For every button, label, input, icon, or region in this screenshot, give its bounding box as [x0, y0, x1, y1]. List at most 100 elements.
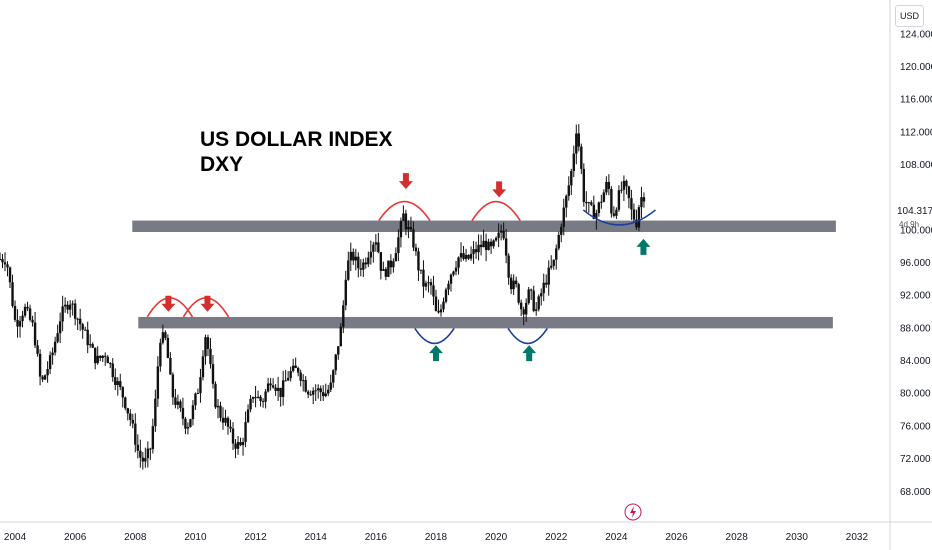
candle-body-100 — [249, 398, 252, 410]
candle-body-222 — [555, 248, 558, 260]
candle-body-252 — [630, 198, 633, 210]
candle-body-78 — [194, 393, 197, 406]
candle-body-168 — [419, 269, 423, 271]
candle-body-73 — [181, 407, 185, 419]
candle-body-151 — [377, 242, 380, 253]
candle-body-52 — [129, 413, 132, 420]
candle-body-125 — [312, 390, 315, 395]
buy-arrow-5 — [428, 345, 443, 362]
x-tick-label-2004: 2004 — [4, 532, 27, 543]
candle-body-248 — [620, 189, 623, 191]
candle-body-79 — [196, 393, 200, 395]
candle-body-46 — [114, 377, 117, 385]
candle-body-202 — [504, 238, 508, 256]
y-tick-label-112.000: 112.000 — [900, 127, 932, 138]
candle-body-49 — [121, 387, 124, 398]
candle-body-144 — [359, 268, 363, 270]
candle-body-174 — [434, 296, 438, 311]
candle-body-75 — [186, 426, 190, 429]
candle-body-84 — [209, 348, 212, 365]
candle-body-184 — [459, 253, 463, 258]
candle-body-0 — [0, 258, 2, 260]
candle-body-115 — [286, 378, 290, 381]
candle-body-178 — [444, 289, 448, 302]
x-tick-label-2020: 2020 — [485, 532, 508, 543]
x-tick-label-2032: 2032 — [846, 532, 869, 543]
candle-body-107 — [266, 383, 270, 392]
candle-body-140 — [349, 251, 352, 261]
candle-body-130 — [324, 393, 327, 397]
candle-body-10 — [23, 306, 27, 316]
candle-body-228 — [570, 170, 573, 186]
candle-body-123 — [306, 391, 310, 395]
candle-body-106 — [264, 391, 267, 402]
candle-body-89 — [221, 417, 225, 423]
chart-subtitle: DXY — [200, 153, 243, 176]
candle-body-240 — [600, 201, 603, 203]
candle-body-92 — [229, 426, 232, 429]
candle-body-167 — [417, 251, 420, 271]
candle-body-57 — [141, 457, 145, 462]
candle-body-11 — [26, 306, 29, 309]
candle-body-85 — [211, 364, 215, 384]
candle-body-152 — [379, 252, 383, 271]
candle-body-96 — [239, 442, 242, 446]
candle-body-181 — [452, 271, 455, 275]
candle-body-250 — [625, 180, 628, 187]
candle-body-244 — [610, 188, 613, 214]
support-arc-7 — [582, 209, 656, 226]
candle-body-28 — [68, 304, 72, 310]
candle-body-148 — [369, 251, 373, 258]
candle-body-120 — [299, 372, 302, 381]
candle-body-217 — [542, 282, 545, 294]
candle-body-230 — [575, 133, 578, 154]
candle-body-211 — [527, 289, 530, 304]
candle-body-76 — [189, 419, 192, 427]
candle-body-70 — [174, 397, 177, 405]
candle-body-126 — [314, 390, 317, 392]
candle-body-236 — [590, 202, 593, 205]
candle-body-110 — [274, 387, 277, 391]
candle-body-154 — [384, 269, 388, 277]
candle-body-195 — [487, 241, 490, 250]
candle-body-224 — [560, 226, 563, 235]
candle-body-171 — [427, 282, 430, 284]
x-tick-label-2006: 2006 — [64, 532, 87, 543]
candle-body-155 — [387, 260, 390, 277]
key-level-zone-1 — [132, 220, 836, 232]
candle-body-56 — [139, 450, 142, 458]
candle-body-193 — [482, 240, 485, 248]
candle-body-175 — [437, 310, 440, 313]
candle-body-59 — [146, 448, 150, 459]
candle-body-74 — [184, 418, 187, 429]
candle-body-5 — [11, 282, 14, 306]
candle-body-71 — [176, 401, 180, 405]
candle-body-227 — [567, 185, 570, 196]
candle-body-44 — [109, 363, 112, 365]
candle-body-94 — [234, 443, 237, 449]
buy-arrow-7 — [636, 238, 651, 255]
candle-body-27 — [66, 304, 69, 310]
y-tick-label-92.000: 92.000 — [900, 291, 931, 302]
candle-body-103 — [256, 396, 260, 399]
candle-body-129 — [322, 392, 325, 397]
candle-body-25 — [61, 306, 64, 322]
candle-body-206 — [514, 280, 518, 285]
candle-body-150 — [374, 242, 378, 245]
candle-body-208 — [519, 302, 523, 310]
candle-body-254 — [635, 219, 638, 228]
currency-selector[interactable]: USD — [895, 5, 924, 27]
candle-body-186 — [464, 254, 468, 259]
candle-body-51 — [126, 408, 129, 414]
candle-body-20 — [48, 355, 52, 370]
candle-body-239 — [597, 202, 601, 214]
y-tick-label-72.000: 72.000 — [900, 454, 931, 465]
candle-body-68 — [169, 357, 172, 375]
candle-body-233 — [582, 168, 586, 202]
candle-body-127 — [317, 388, 320, 391]
support-arc-5 — [414, 327, 455, 345]
candle-body-196 — [489, 241, 493, 247]
candle-body-4 — [8, 267, 12, 283]
candle-body-111 — [276, 387, 280, 391]
